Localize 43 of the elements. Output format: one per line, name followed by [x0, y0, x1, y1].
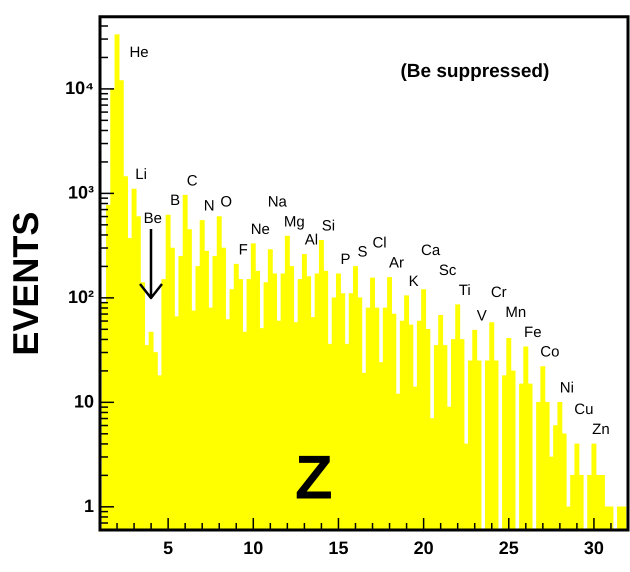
annotation: Zn [592, 421, 610, 438]
annotation: Ne [250, 220, 270, 238]
annotation: B [170, 192, 180, 210]
annotation: Li [135, 166, 147, 184]
annotation: Ar [389, 254, 404, 272]
annotation: Si [322, 218, 336, 235]
annotation: Cl [372, 234, 387, 252]
annotation: Ni [560, 379, 574, 396]
annotation: (Be suppressed) [400, 61, 550, 82]
y-tick-label: 10³ [68, 182, 94, 202]
annotation: P [340, 250, 350, 268]
annotation: O [220, 194, 232, 211]
y-tick-label: 10² [68, 286, 94, 307]
annotation: He [129, 44, 149, 61]
annotation: F [238, 241, 248, 258]
annotation: C [186, 172, 198, 190]
x-tick-label: 20 [414, 538, 434, 558]
x-tick-label: 15 [328, 538, 348, 558]
x-axis-title: Z [294, 443, 333, 512]
annotation: S [357, 244, 368, 261]
annotation: N [204, 198, 215, 215]
annotation: Co [540, 344, 560, 361]
annotation: Sc [438, 262, 457, 279]
annotation: Cu [574, 401, 594, 418]
annotation: Na [268, 193, 288, 210]
y-tick-label: 10⁴ [65, 78, 94, 98]
annotation: Ti [458, 282, 471, 299]
annotation: Fe [524, 324, 542, 341]
annotation: Ca [421, 242, 441, 259]
annotation: Be [144, 210, 162, 228]
x-tick-label: 25 [498, 538, 519, 558]
annotation: Al [304, 232, 318, 249]
annotation: V [476, 307, 487, 324]
annotation: Cr [490, 284, 507, 301]
x-tick-label: 10 [243, 538, 264, 558]
y-tick-label: 1 [84, 496, 94, 516]
annotation: Mg [284, 213, 305, 230]
annotation: Mn [505, 304, 526, 321]
x-tick-label: 30 [584, 538, 604, 558]
x-tick-label: 5 [163, 538, 174, 558]
y-tick-label: 10 [74, 391, 94, 412]
annotation: K [408, 272, 419, 290]
y-axis-title: EVENTS [4, 212, 46, 356]
